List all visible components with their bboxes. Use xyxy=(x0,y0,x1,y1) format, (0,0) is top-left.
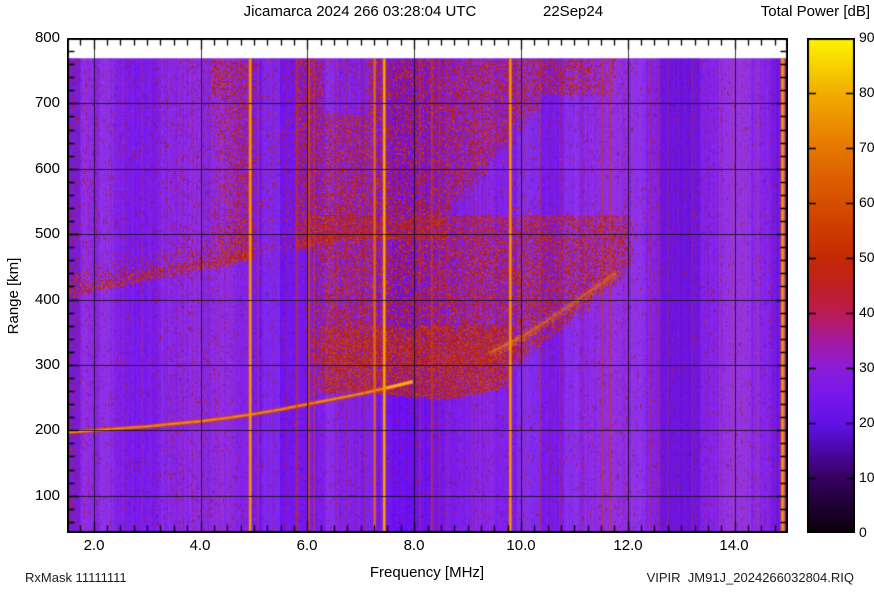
colorbar-tick-label: 60 xyxy=(859,194,874,210)
x-tick-label: 6.0 xyxy=(296,537,318,554)
colorbar-tick-label: 10 xyxy=(859,469,874,485)
colorbar-tick-label: 70 xyxy=(859,139,874,155)
colorbar-tick-label: 90 xyxy=(859,29,874,45)
file-id-text: VIPIR JM91J_2024266032804.RIQ xyxy=(646,570,854,585)
rxmask-text: RxMask 11111111 xyxy=(25,570,127,585)
colorbar-tick-label: 0 xyxy=(859,524,867,540)
x-tick-label: 12.0 xyxy=(613,537,643,554)
colorbar-tick-label: 80 xyxy=(859,84,874,100)
colorbar-tick-label: 40 xyxy=(859,304,874,320)
y-axis-label: Range [km] xyxy=(5,257,22,335)
y-tick-label: 600 xyxy=(34,160,60,177)
y-tick-label: 200 xyxy=(34,421,60,438)
x-tick-label: 14.0 xyxy=(719,537,749,554)
colorbar-canvas xyxy=(807,38,855,533)
y-tick-label: 500 xyxy=(34,225,60,242)
ionogram-canvas xyxy=(67,38,788,533)
y-tick-label: 400 xyxy=(34,291,60,308)
plot-date: 22Sep24 xyxy=(543,3,604,20)
y-tick-label: 100 xyxy=(34,487,60,504)
x-tick-label: 4.0 xyxy=(189,537,211,554)
y-tick-label: 300 xyxy=(34,356,60,373)
colorbar-tick-label: 30 xyxy=(859,359,874,375)
x-tick-label: 8.0 xyxy=(403,537,425,554)
colorbar-tick-label: 50 xyxy=(859,249,874,265)
plot-title: Jicamarca 2024 266 03:28:04 UTC xyxy=(243,3,477,20)
y-tick-label: 800 xyxy=(34,29,60,46)
colorbar-title: Total Power [dB] xyxy=(760,3,870,20)
colorbar-tick-label: 20 xyxy=(859,414,874,430)
x-tick-label: 2.0 xyxy=(83,537,105,554)
x-tick-label: 10.0 xyxy=(506,537,536,554)
y-tick-label: 700 xyxy=(34,94,60,111)
x-axis-label: Frequency [MHz] xyxy=(369,564,485,581)
